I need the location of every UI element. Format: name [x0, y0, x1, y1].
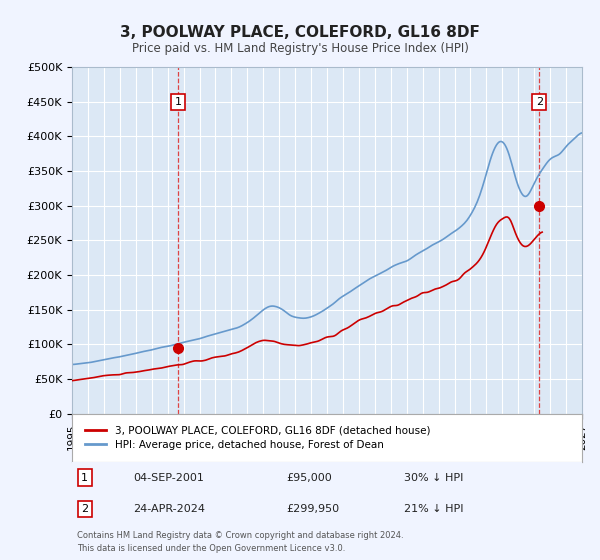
Text: 2: 2: [81, 504, 88, 514]
Text: Price paid vs. HM Land Registry's House Price Index (HPI): Price paid vs. HM Land Registry's House …: [131, 42, 469, 55]
Text: 1: 1: [81, 473, 88, 483]
Text: 21% ↓ HPI: 21% ↓ HPI: [404, 504, 463, 514]
Text: 24-APR-2024: 24-APR-2024: [133, 504, 205, 514]
Text: 30% ↓ HPI: 30% ↓ HPI: [404, 473, 463, 483]
Text: 04-SEP-2001: 04-SEP-2001: [133, 473, 204, 483]
Text: This data is licensed under the Open Government Licence v3.0.: This data is licensed under the Open Gov…: [77, 544, 346, 553]
Text: £95,000: £95,000: [286, 473, 332, 483]
Text: Contains HM Land Registry data © Crown copyright and database right 2024.: Contains HM Land Registry data © Crown c…: [77, 531, 404, 540]
Text: £299,950: £299,950: [286, 504, 340, 514]
Text: 1: 1: [175, 97, 182, 107]
Text: 2: 2: [536, 97, 543, 107]
Legend: 3, POOLWAY PLACE, COLEFORD, GL16 8DF (detached house), HPI: Average price, detac: 3, POOLWAY PLACE, COLEFORD, GL16 8DF (de…: [82, 422, 433, 454]
Text: 3, POOLWAY PLACE, COLEFORD, GL16 8DF: 3, POOLWAY PLACE, COLEFORD, GL16 8DF: [120, 25, 480, 40]
